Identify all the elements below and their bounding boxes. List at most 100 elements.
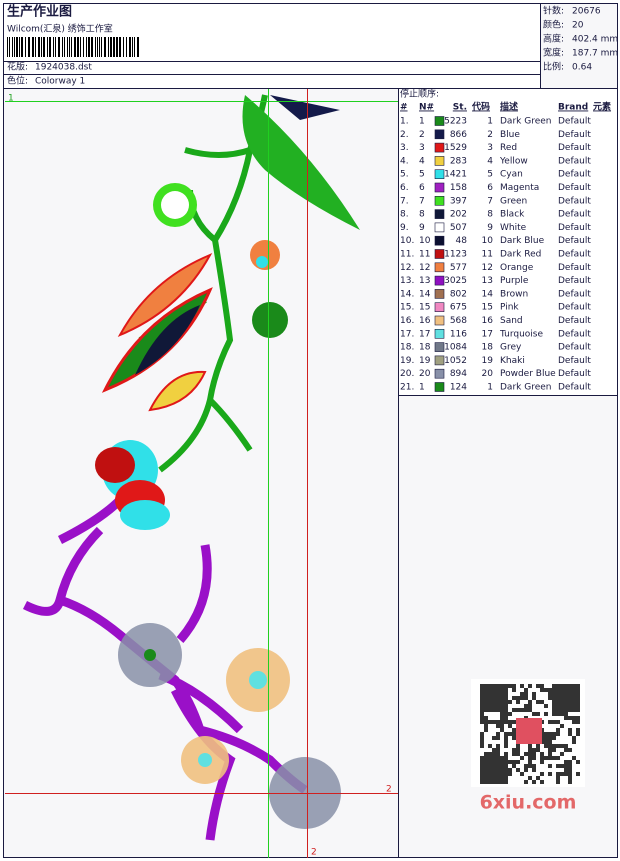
table-cell: 3 — [487, 143, 493, 153]
qr-cell — [512, 752, 516, 756]
table-cell: 19 — [419, 356, 431, 366]
qr-cell — [556, 772, 560, 776]
qr-cell — [556, 700, 560, 704]
barcode-bar — [116, 37, 118, 57]
qr-cell — [492, 704, 496, 708]
qr-cell — [516, 744, 520, 748]
qr-cell — [572, 720, 576, 724]
qr-cell — [484, 708, 488, 712]
qr-cell — [540, 752, 544, 756]
qr-cell — [528, 684, 532, 688]
stat-label: 高度: — [543, 33, 564, 45]
qr-cell — [480, 760, 484, 764]
qr-cell — [560, 752, 564, 756]
qr-cell — [524, 688, 528, 692]
table-cell: 21. — [400, 383, 414, 393]
qr-cell — [524, 752, 528, 756]
qr-cell — [492, 760, 496, 764]
table-cell: Brown — [500, 289, 528, 299]
table-cell: 1 — [419, 383, 425, 393]
color-swatch — [434, 262, 445, 273]
qr-cell — [492, 772, 496, 776]
qr-cell — [548, 720, 552, 724]
qr-cell — [520, 696, 524, 700]
qr-cell — [532, 780, 536, 784]
table-cell: 12 — [419, 263, 430, 273]
qr-cell — [560, 764, 564, 768]
color-swatch — [434, 355, 445, 366]
qr-cell — [480, 692, 484, 696]
column-header: Brand — [558, 103, 588, 113]
qr-cell — [572, 692, 576, 696]
qr-cell — [528, 764, 532, 768]
qr-cell — [492, 780, 496, 784]
table-cell: Default — [558, 156, 591, 166]
table-cell: 5223 — [444, 117, 467, 127]
table-cell: Pink — [500, 303, 519, 313]
qr-cell — [484, 696, 488, 700]
qr-cell — [492, 768, 496, 772]
barcode-bar — [58, 37, 60, 57]
qr-cell — [512, 708, 516, 712]
barcode-bar — [91, 37, 93, 57]
qr-cell — [524, 768, 528, 772]
table-cell: 5 — [487, 170, 493, 180]
qr-cell — [576, 760, 580, 764]
qr-cell — [528, 748, 532, 752]
qr-cell — [480, 700, 484, 704]
barcode-bar — [108, 37, 109, 57]
watermark: 6xiu.com — [480, 792, 577, 814]
barcode-bar — [35, 37, 36, 57]
qr-cell — [500, 704, 504, 708]
table-cell: Default — [558, 130, 591, 140]
guide-label: 2 — [386, 785, 392, 795]
qr-cell — [480, 720, 484, 724]
qr-cell — [540, 780, 544, 784]
qr-cell — [572, 688, 576, 692]
barcode-bar — [86, 37, 87, 57]
barcode-bar — [16, 37, 18, 57]
qr-cell — [576, 728, 580, 732]
table-cell: 14. — [400, 289, 414, 299]
qr-cell — [560, 704, 564, 708]
qr-cell — [568, 772, 572, 776]
qr-cell — [536, 712, 540, 716]
table-cell: 3 — [419, 143, 425, 153]
qr-cell — [560, 700, 564, 704]
qr-cell — [504, 776, 508, 780]
qr-cell — [480, 696, 484, 700]
table-cell: White — [500, 223, 527, 233]
qr-cell — [548, 764, 552, 768]
qr-cell — [484, 716, 488, 720]
qr-cell — [568, 732, 572, 736]
qr-cell — [484, 764, 488, 768]
qr-cell — [484, 756, 488, 760]
qr-cell — [544, 688, 548, 692]
qr-cell — [552, 720, 556, 724]
qr-cell — [560, 688, 564, 692]
qr-cell — [548, 772, 552, 776]
qr-cell — [552, 696, 556, 700]
color-swatch — [434, 156, 445, 166]
table-cell: 1084 — [444, 343, 467, 353]
qr-cell — [504, 736, 508, 740]
qr-cell — [556, 776, 560, 780]
table-cell: 7. — [400, 196, 409, 206]
table-cell: 4 — [487, 156, 493, 166]
qr-cell — [488, 756, 492, 760]
qr-cell — [492, 752, 496, 756]
table-cell: 12. — [400, 263, 414, 273]
qr-cell — [496, 780, 500, 784]
stat-value: 20676 — [572, 7, 601, 17]
qr-cell — [524, 696, 528, 700]
table-cell: 2 — [487, 130, 493, 140]
barcode-bar — [55, 37, 56, 57]
qr-cell — [568, 776, 572, 780]
qr-cell — [496, 772, 500, 776]
table-cell: Sand — [500, 316, 523, 326]
qr-cell — [556, 720, 560, 724]
qr-cell — [500, 780, 504, 784]
table-cell: 12 — [482, 263, 493, 273]
